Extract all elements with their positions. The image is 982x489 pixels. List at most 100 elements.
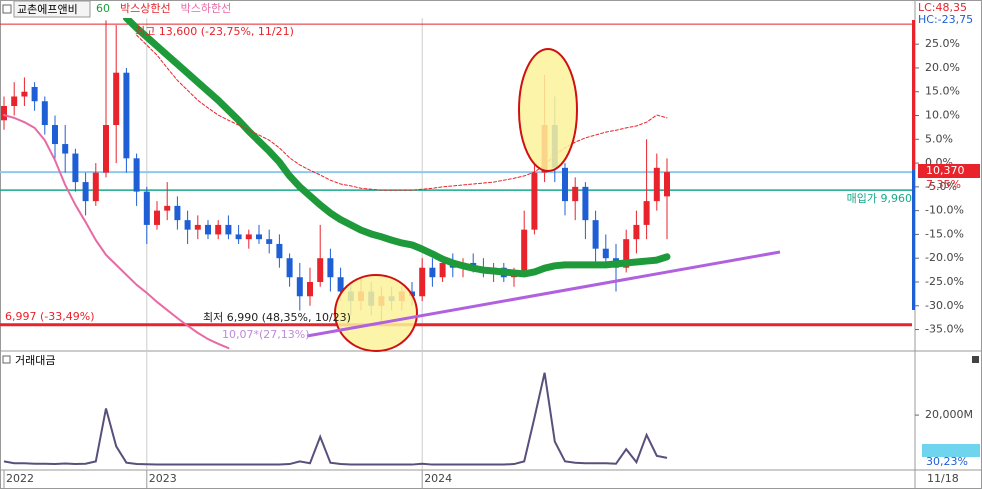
ma-line (3, 114, 230, 350)
candle-body (633, 224, 640, 240)
volume-box (922, 444, 980, 457)
candle-body (317, 258, 324, 282)
candle-body (225, 224, 232, 235)
candle-body (123, 72, 130, 159)
plot (0, 18, 919, 489)
candle-body (592, 220, 599, 249)
candle-body (21, 91, 28, 97)
y-tick-label: 25.0% (925, 37, 960, 50)
ma-line (136, 34, 668, 191)
volume-title: 거래대금 (15, 354, 55, 367)
y-tick-label: -30.0% (925, 299, 964, 312)
candle-body (113, 72, 120, 126)
candle-body (92, 172, 99, 202)
price-change: 7,35% (926, 178, 961, 191)
candle-body (276, 243, 283, 259)
icon[interactable] (2, 4, 12, 14)
candle-body (41, 101, 48, 126)
range-bar-up (912, 20, 915, 170)
candle-body (286, 258, 293, 278)
y-tick-label: 20,000M (925, 408, 973, 421)
candle-body (174, 205, 181, 221)
candle-body (296, 277, 303, 297)
trend-line (306, 250, 781, 338)
candle-body (643, 201, 650, 225)
candle-body (266, 239, 273, 244)
candle-body (602, 248, 609, 259)
candle-body (531, 172, 538, 230)
y-tick-label: 20.0% (925, 61, 960, 74)
y-tick-label: -25.0% (925, 275, 964, 288)
x-tick-label: 2024 (424, 472, 452, 485)
candle-body (143, 191, 150, 225)
level-label: 매입가 9,960 (847, 192, 912, 205)
volume-line (3, 372, 668, 466)
candle-body (194, 224, 201, 230)
candle-body (582, 186, 589, 221)
y-tick-label: 10.0% (925, 109, 960, 122)
candle-body (133, 158, 140, 192)
y-tick-label: -35.0% (925, 323, 964, 336)
low-label: 최저 6,990 (48,35%, 10/23) (203, 311, 351, 324)
close-icon[interactable] (972, 356, 979, 363)
highlight-ellipse (518, 48, 578, 172)
candle-body (439, 262, 446, 278)
y-tick-label: -20.0% (925, 251, 964, 264)
y-tick-label: -10.0% (925, 204, 964, 217)
price-box-label: 10,370 (926, 164, 965, 177)
legend-label: 60 (96, 2, 110, 15)
lc-label: LC:48,35 (918, 1, 967, 14)
y-tick-label: 15.0% (925, 85, 960, 98)
stock-box[interactable] (13, 0, 91, 18)
candle-body (205, 224, 211, 235)
candle-body (653, 167, 660, 202)
candle-body (52, 125, 58, 145)
candle-body (82, 182, 89, 202)
overlay: 2022 2023 202425.0%20.0%15.0%10.0%5.0%0.0%… (5, 1, 973, 485)
y-tick-label: 5.0% (925, 132, 953, 145)
candle-body (572, 186, 579, 202)
candle-body (215, 224, 222, 235)
line-label: 10,07*(27,13%) (222, 328, 310, 341)
candle-body (307, 281, 313, 297)
y-tick-label: -5.0% (925, 180, 957, 193)
candle-body (245, 234, 252, 240)
price-box (918, 164, 980, 178)
candle-body (664, 172, 670, 197)
candle-body (62, 144, 69, 154)
candle-body (31, 86, 38, 102)
end-date: 11/18 (927, 472, 959, 485)
level-label: 6,997 (-33,49%) (5, 310, 94, 323)
candle-body (327, 258, 334, 278)
legend-label: 박스상한선 (120, 2, 171, 15)
candle-body (521, 229, 528, 273)
ma-line (122, 18, 671, 278)
x-tick-label: 2022 (6, 472, 34, 485)
candle-body (623, 239, 630, 268)
volume-change: 30,23% (926, 455, 968, 468)
level-label: 최고 13,600 (-23,75%, 11/21) (135, 25, 294, 38)
range-bar-down (912, 170, 915, 310)
candle-body (184, 220, 191, 230)
icon[interactable] (2, 355, 11, 364)
candle-body (235, 234, 242, 240)
candle-body (103, 125, 109, 173)
candle-body (11, 96, 18, 106)
candle-body (562, 167, 568, 202)
stock-name[interactable]: 교촌에프앤비 (17, 3, 78, 16)
candle-body (429, 267, 436, 278)
x-tick-label: 2023 (149, 472, 177, 485)
candle-body (256, 234, 262, 240)
candle-body (1, 105, 7, 121)
candle-body (164, 205, 171, 211)
hc-label: HC:-23,75 (918, 13, 973, 26)
candle-body (337, 277, 344, 292)
candle-body (72, 153, 79, 183)
y-tick-label: -15.0% (925, 227, 964, 240)
candle-body (154, 210, 160, 225)
legend-label: 박스하한선 (181, 1, 232, 15)
candle-body (419, 267, 426, 297)
